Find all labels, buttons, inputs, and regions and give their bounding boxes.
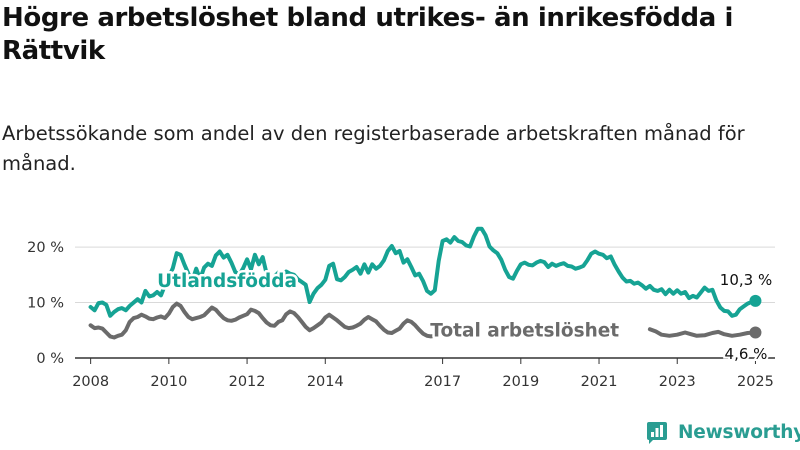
end-point-total: [749, 326, 762, 339]
end-value-label-total-halo: 4,6 %: [725, 345, 768, 363]
series-label-total-halo: Total arbetslöshet: [430, 320, 619, 341]
y-tick-label: 20 %: [27, 240, 64, 256]
x-tick-label: 2017: [424, 374, 461, 390]
y-tick-label: 10 %: [27, 296, 64, 312]
series-line-total-0: [88, 301, 437, 340]
x-tick-label: 2021: [581, 374, 618, 390]
chart-subtitle: Arbetssökande som andel av den registerb…: [2, 122, 745, 175]
y-tick-label: 0 %: [36, 351, 64, 367]
end-point-utlandsfodda: [749, 294, 762, 307]
bar-chart-logo-icon: [647, 422, 667, 444]
brand-name: Newsworthy: [678, 421, 800, 443]
x-tick-label: 2008: [72, 374, 109, 390]
series-line-total-1: [581, 326, 605, 334]
x-tick-label: 2023: [659, 374, 696, 390]
series-label-total: Total arbetslöshet: [430, 320, 619, 341]
x-tick-label: 2019: [502, 374, 539, 390]
x-tick-label: 2012: [229, 374, 266, 390]
x-tick-label: 2025: [737, 374, 774, 390]
series-line-utlandsfodda: [88, 226, 758, 318]
series-label-utlandsfodda-halo: Utlandsfödda: [157, 271, 297, 292]
newsworthy-brand: Newsworthy: [644, 418, 800, 446]
series-label-utlandsfodda: Utlandsfödda: [157, 271, 297, 292]
x-tick-label: 2010: [150, 374, 187, 390]
end-value-label-total: 4,6 %: [725, 345, 768, 363]
x-tick-label: 2014: [307, 374, 344, 390]
series-line-total-2: [647, 327, 758, 338]
chart-title: Högre arbetslöshet bland utrikes- än inr…: [2, 3, 734, 66]
end-value-label-utlandsfodda: 10,3 %: [720, 271, 772, 289]
